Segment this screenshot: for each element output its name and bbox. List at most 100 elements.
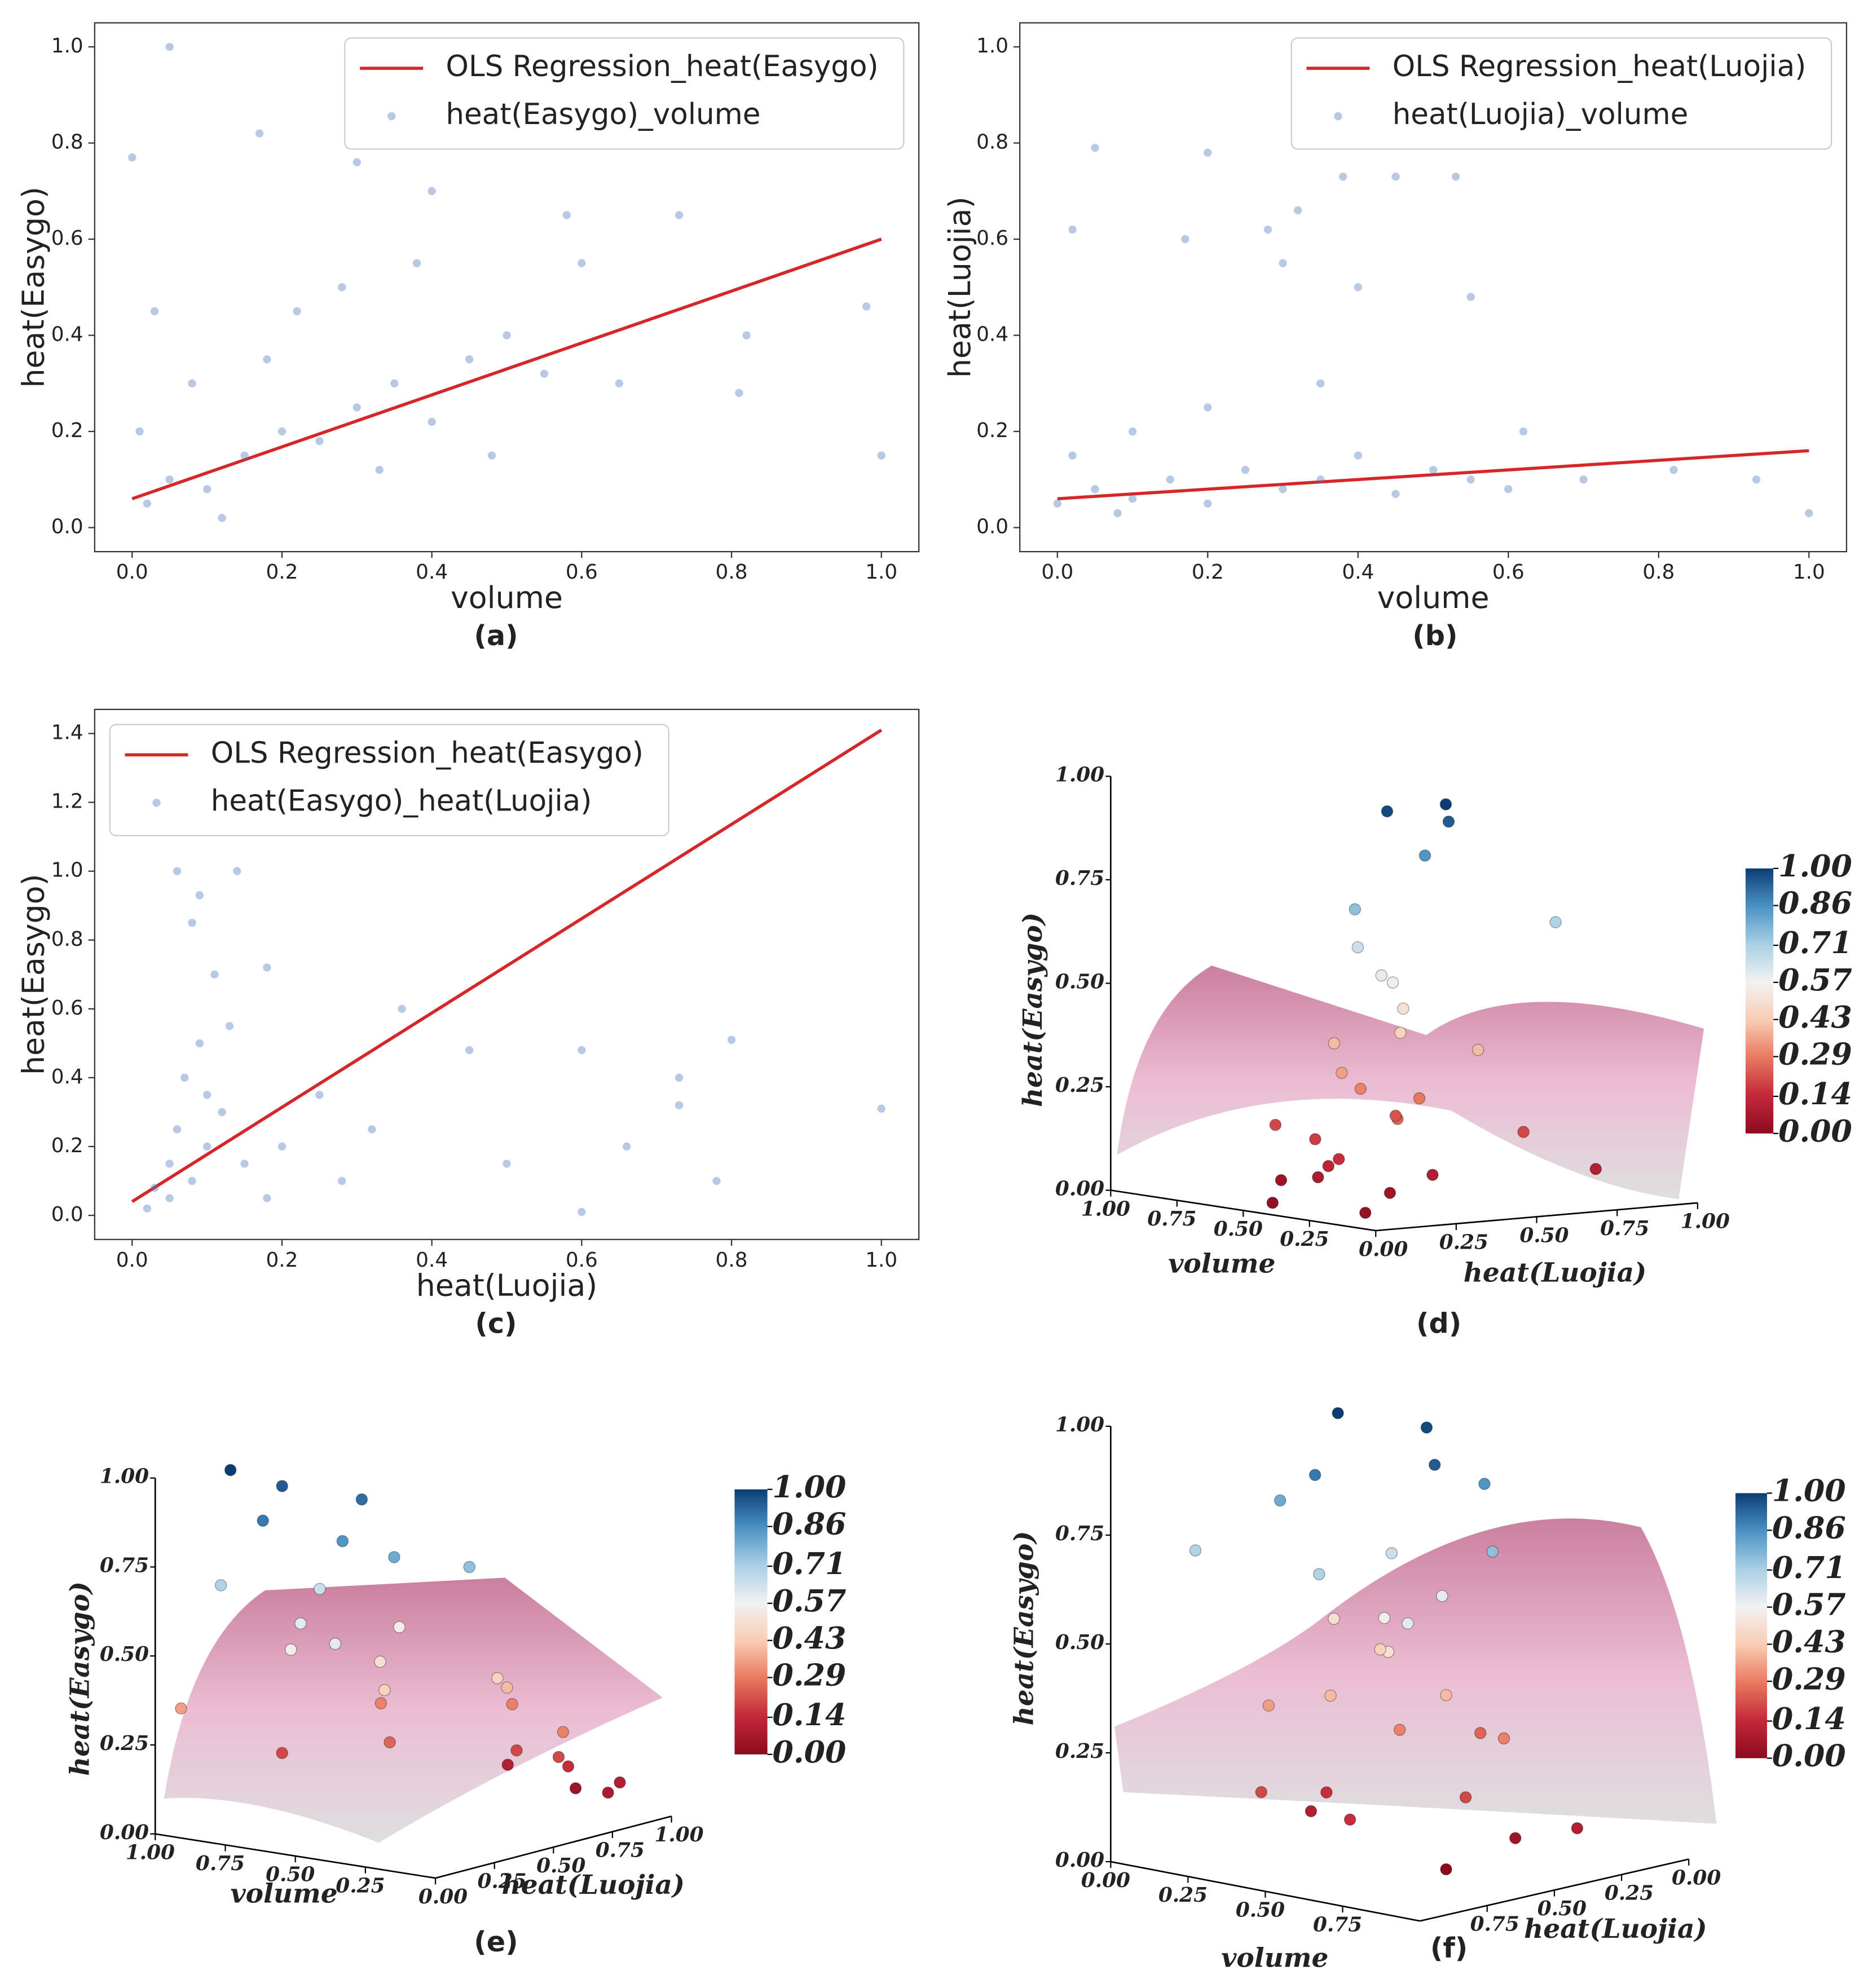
x-tick-label: 0.50 bbox=[1236, 1898, 1285, 1921]
point bbox=[355, 1493, 368, 1506]
point bbox=[578, 1207, 586, 1216]
point bbox=[1333, 1153, 1345, 1165]
point bbox=[877, 1104, 885, 1113]
point bbox=[1312, 1171, 1324, 1184]
z-tick-label: 0.00 bbox=[100, 1821, 149, 1844]
point bbox=[1336, 1066, 1348, 1079]
point bbox=[165, 1160, 174, 1168]
point bbox=[195, 1039, 204, 1048]
legend-label: OLS Regression_heat(Easygo) bbox=[211, 736, 644, 770]
point bbox=[1322, 1160, 1335, 1172]
point bbox=[1113, 509, 1122, 518]
x-tick-label: 0.25 bbox=[336, 1874, 385, 1897]
legend-marker bbox=[1334, 112, 1342, 121]
z-axis-label: heat(Easygo) bbox=[64, 1581, 95, 1776]
point bbox=[1549, 916, 1562, 928]
point bbox=[1442, 816, 1455, 828]
y-tick-label: 0.8 bbox=[51, 131, 83, 154]
x-tick-label: 1.0 bbox=[865, 1249, 897, 1272]
point bbox=[1279, 259, 1287, 267]
point bbox=[1091, 143, 1099, 152]
point bbox=[1436, 1590, 1448, 1602]
y-axis bbox=[1376, 1202, 1698, 1232]
z-tick-label: 0.50 bbox=[100, 1642, 149, 1666]
colorbar-tick-label: 0.86 bbox=[1772, 1510, 1846, 1545]
point bbox=[1068, 451, 1077, 460]
point bbox=[503, 1160, 511, 1168]
point bbox=[1204, 403, 1212, 412]
x-tick-label: 0.8 bbox=[1642, 561, 1675, 584]
point bbox=[1309, 1469, 1321, 1482]
colorbar-tick-label: 0.57 bbox=[773, 1583, 847, 1619]
point bbox=[1128, 427, 1137, 436]
point bbox=[210, 970, 219, 978]
point bbox=[1263, 225, 1272, 234]
point bbox=[336, 1535, 349, 1548]
point bbox=[1204, 499, 1212, 508]
x-axis-label: volume bbox=[1221, 1943, 1328, 1974]
point bbox=[428, 187, 436, 195]
x-tick-label: 0.6 bbox=[566, 561, 598, 584]
x-axis-label: volume bbox=[1168, 1249, 1275, 1280]
point bbox=[1429, 1458, 1441, 1471]
point bbox=[1354, 1082, 1367, 1095]
caption: (f) bbox=[1430, 1932, 1468, 1964]
point bbox=[1351, 941, 1364, 954]
point bbox=[150, 1184, 159, 1192]
point bbox=[1413, 1092, 1426, 1105]
legend-label: heat(Easygo)_heat(Luojia) bbox=[211, 784, 592, 818]
legend-box bbox=[1290, 37, 1832, 150]
legend-marker bbox=[152, 799, 161, 807]
x-tick-label: 0.75 bbox=[1313, 1913, 1362, 1937]
caption: (d) bbox=[1416, 1307, 1461, 1339]
point bbox=[1571, 1822, 1584, 1835]
point bbox=[1305, 1805, 1318, 1818]
z-tick-label: 0.25 bbox=[1055, 1739, 1104, 1763]
z-tick-label: 1.00 bbox=[1055, 1413, 1104, 1436]
y-axis-label: heat(Easygo) bbox=[15, 874, 51, 1075]
point bbox=[540, 369, 549, 378]
point bbox=[1509, 1832, 1522, 1845]
y-tick-label: 0.25 bbox=[1605, 1881, 1654, 1905]
point bbox=[165, 475, 174, 484]
point bbox=[510, 1744, 523, 1757]
legend-box bbox=[109, 724, 669, 836]
point bbox=[195, 891, 204, 900]
caption: (b) bbox=[1412, 619, 1457, 652]
point bbox=[1381, 805, 1394, 818]
colorbar-tick-label: 0.14 bbox=[1772, 1701, 1846, 1736]
x-tick-label: 0.6 bbox=[1492, 561, 1525, 584]
z-axis-label: heat(Easygo) bbox=[1017, 913, 1048, 1107]
colorbar-tick-label: 0.43 bbox=[1778, 999, 1852, 1035]
point bbox=[1324, 1689, 1337, 1702]
colorbar-tick-label: 0.86 bbox=[773, 1506, 847, 1542]
point bbox=[1440, 1863, 1452, 1876]
point bbox=[393, 1621, 406, 1633]
point bbox=[1504, 485, 1513, 493]
y-tick-label: 1.00 bbox=[654, 1823, 703, 1846]
point bbox=[1429, 466, 1438, 474]
x-tick-label: 0.4 bbox=[416, 1249, 448, 1272]
point bbox=[276, 1480, 288, 1492]
point bbox=[735, 389, 743, 398]
point bbox=[338, 283, 346, 292]
x-axis-label: heat(Luojia) bbox=[416, 1267, 597, 1303]
x-tick-label: 0.0 bbox=[116, 1249, 148, 1272]
point bbox=[1459, 1791, 1472, 1804]
point bbox=[388, 1551, 400, 1563]
point bbox=[329, 1637, 341, 1650]
point bbox=[1439, 798, 1452, 810]
y-tick-label: 0.0 bbox=[976, 515, 1008, 539]
point bbox=[173, 1125, 182, 1134]
point bbox=[1519, 427, 1528, 436]
x-tick-label: 1.0 bbox=[1793, 561, 1825, 584]
point bbox=[390, 379, 399, 387]
point bbox=[150, 307, 159, 316]
y-tick-label: 1.2 bbox=[51, 790, 83, 813]
point bbox=[712, 1176, 721, 1185]
y-tick-label: 0.2 bbox=[976, 419, 1008, 442]
point bbox=[285, 1643, 297, 1656]
colorbar bbox=[1735, 1493, 1767, 1758]
y-axis-label: heat(Luojia) bbox=[1464, 1257, 1647, 1288]
point bbox=[1128, 495, 1137, 503]
